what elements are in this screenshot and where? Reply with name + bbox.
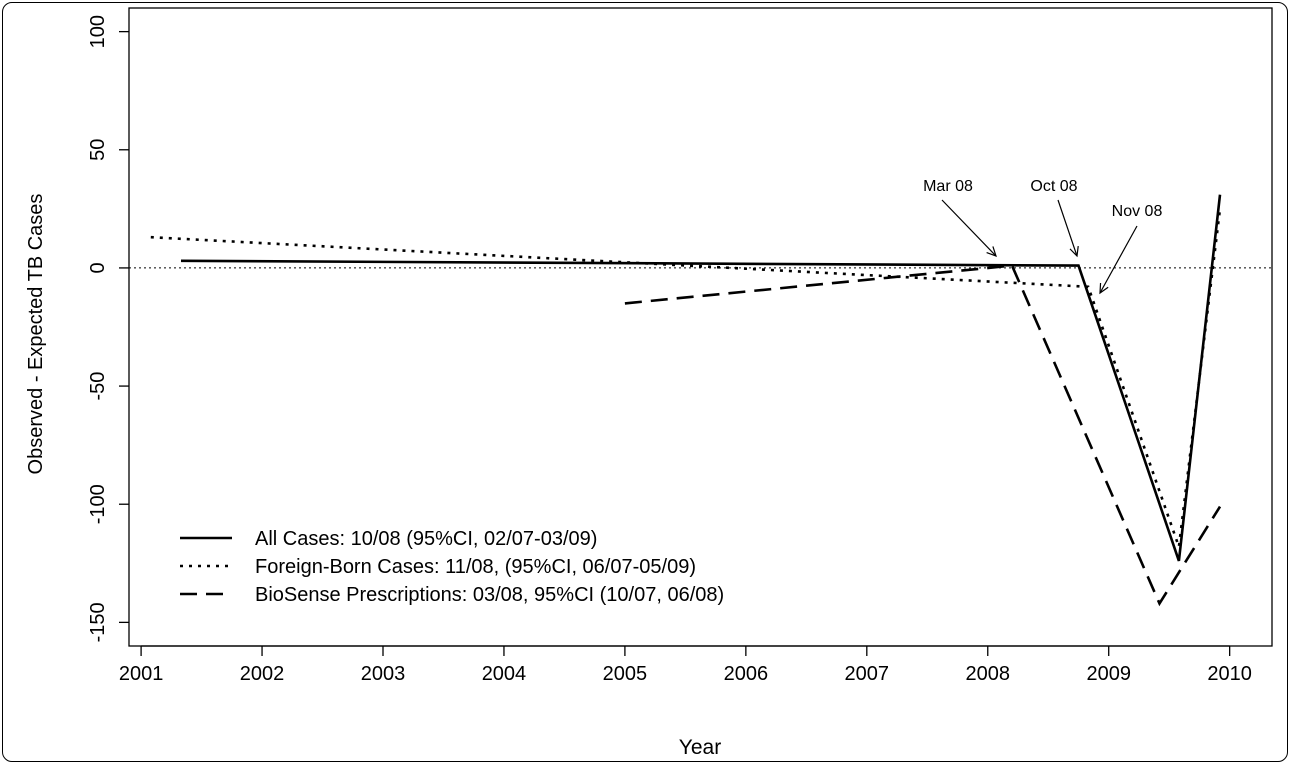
x-tick-label: 2002 [240,663,285,685]
x-tick-label: 2003 [361,663,406,685]
x-tick-label: 2010 [1207,663,1252,685]
x-tick-label: 2001 [119,663,164,685]
x-tick-label: 2008 [966,663,1011,685]
series-line-dashed [625,266,1220,604]
annotation-label: Oct 08 [1030,178,1077,195]
legend-label: All Cases: 10/08 (95%CI, 02/07-03/09) [255,528,597,550]
legend-label: Foreign-Born Cases: 11/08, (95%CI, 06/07… [255,556,696,578]
annotation-arrow-line [1058,200,1077,256]
annotation-arrow-line [942,200,996,256]
x-tick-label: 2006 [724,663,769,685]
annotation-label: Mar 08 [923,178,973,195]
y-tick-label: -50 [87,372,109,401]
y-tick-label: -150 [87,602,109,642]
y-tick-label: 100 [87,15,109,48]
x-tick-label: 2007 [845,663,890,685]
annotations: Mar 08 Oct 08 Nov 08 [923,178,1162,293]
y-tick-label: -100 [87,484,109,524]
x-axis-label: Year [679,736,721,758]
x-tick-label: 2005 [603,663,648,685]
x-tick-label: 2004 [482,663,527,685]
annotation-label: Nov 08 [1112,203,1163,220]
series-line-solid [181,195,1220,561]
x-tick-label: 2009 [1086,663,1131,685]
y-tick-label: 50 [87,139,109,161]
legend: All Cases: 10/08 (95%CI, 02/07-03/09) For… [180,528,724,606]
annotation-arrow-line [1100,226,1137,293]
y-axis-label: Observed - Expected TB Cases [25,194,47,475]
y-tick-label: 0 [87,262,109,273]
legend-label: BioSense Prescriptions: 03/08, 95%CI (10… [255,584,724,606]
